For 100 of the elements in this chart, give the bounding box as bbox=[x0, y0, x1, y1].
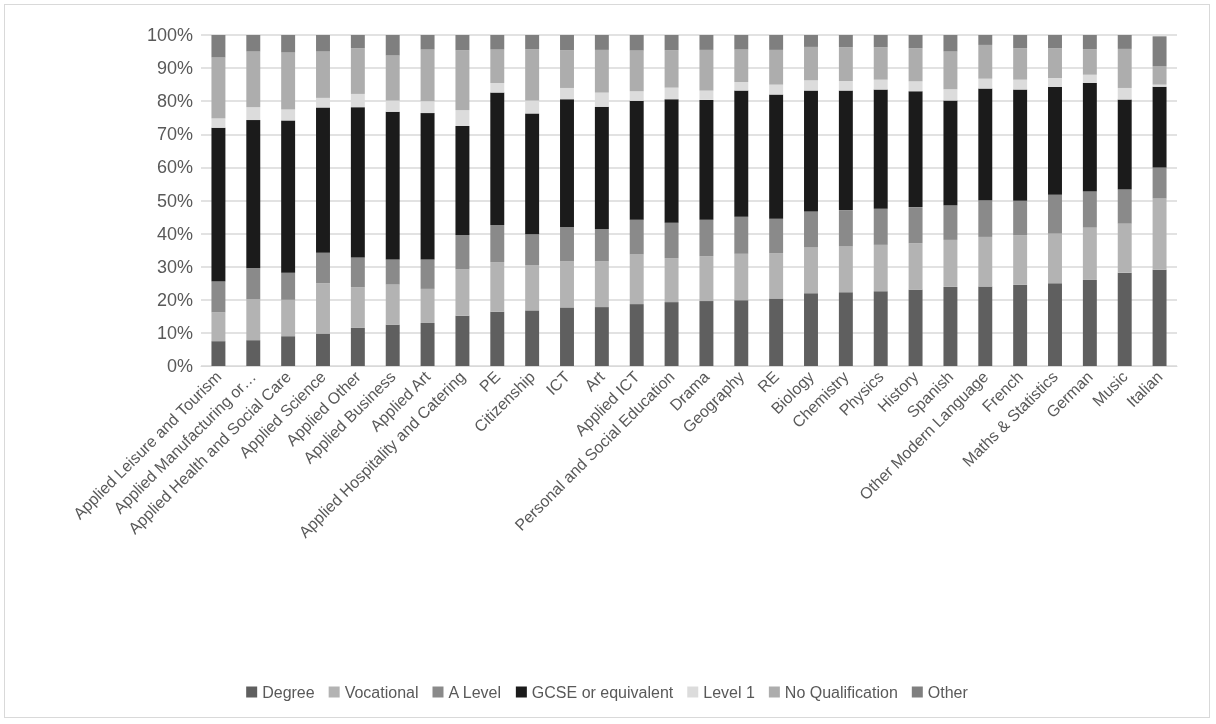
bar bbox=[281, 272, 296, 300]
bar bbox=[908, 48, 923, 82]
bar bbox=[769, 49, 784, 85]
bar bbox=[734, 216, 749, 254]
bar bbox=[525, 35, 540, 50]
bar bbox=[420, 35, 435, 50]
bar bbox=[873, 89, 888, 209]
bar bbox=[873, 244, 888, 292]
bar bbox=[1082, 82, 1097, 192]
bar bbox=[1082, 191, 1097, 228]
legend-label: Vocational bbox=[344, 683, 419, 701]
bar bbox=[1048, 283, 1062, 366]
bar bbox=[594, 35, 609, 50]
bar bbox=[1048, 233, 1062, 284]
bar bbox=[804, 80, 818, 91]
bar bbox=[455, 50, 470, 111]
bar bbox=[699, 49, 714, 91]
bar bbox=[1117, 223, 1132, 273]
bar bbox=[211, 35, 226, 58]
bar bbox=[629, 304, 644, 366]
bar bbox=[385, 35, 400, 56]
bar bbox=[804, 293, 818, 366]
bar bbox=[316, 35, 330, 52]
bar bbox=[490, 49, 505, 83]
bar bbox=[943, 239, 958, 287]
bar bbox=[211, 312, 226, 342]
bar bbox=[804, 46, 818, 81]
bar bbox=[246, 107, 261, 121]
bar bbox=[455, 110, 470, 127]
bar bbox=[804, 211, 818, 248]
legend-label: Degree bbox=[262, 683, 315, 701]
bar bbox=[769, 94, 784, 219]
bar bbox=[769, 298, 784, 366]
bar bbox=[908, 35, 923, 49]
bar bbox=[699, 90, 714, 100]
bar bbox=[211, 341, 226, 366]
bar bbox=[525, 310, 540, 366]
bar bbox=[943, 51, 958, 90]
bar bbox=[594, 49, 609, 93]
bar bbox=[281, 109, 296, 121]
bar bbox=[316, 107, 330, 253]
bar bbox=[908, 243, 923, 290]
bar bbox=[1082, 74, 1097, 83]
bar bbox=[943, 205, 958, 240]
bar bbox=[1048, 78, 1062, 87]
bar bbox=[560, 35, 574, 51]
bar bbox=[1117, 87, 1132, 100]
bar bbox=[1013, 35, 1028, 49]
bar bbox=[978, 78, 993, 89]
bar bbox=[594, 106, 609, 229]
bar bbox=[943, 286, 958, 366]
bar bbox=[281, 35, 296, 53]
bar bbox=[978, 35, 993, 45]
bar bbox=[978, 44, 993, 79]
bar bbox=[1082, 49, 1097, 75]
bar bbox=[420, 322, 435, 366]
y-tick-label: 60% bbox=[156, 157, 193, 178]
bar bbox=[420, 113, 435, 260]
bar bbox=[838, 81, 853, 91]
bar bbox=[629, 35, 644, 51]
bar bbox=[246, 340, 261, 366]
y-tick-label: 70% bbox=[156, 124, 193, 145]
bar bbox=[664, 258, 679, 303]
bar bbox=[978, 200, 993, 237]
bar bbox=[1013, 89, 1028, 201]
legend-label: Level 1 bbox=[703, 683, 755, 701]
bar bbox=[350, 257, 365, 288]
bar bbox=[908, 207, 923, 244]
bar bbox=[664, 35, 679, 51]
bar bbox=[594, 307, 609, 366]
bar bbox=[385, 55, 400, 101]
bar bbox=[560, 99, 574, 227]
bar bbox=[1013, 200, 1028, 236]
bar bbox=[525, 265, 540, 311]
bar bbox=[211, 127, 226, 282]
bar bbox=[1048, 35, 1062, 49]
bar bbox=[455, 315, 470, 366]
bar bbox=[664, 99, 679, 223]
bar bbox=[873, 35, 888, 48]
legend-label: Other bbox=[927, 683, 969, 701]
bar bbox=[1048, 194, 1062, 234]
bar bbox=[1048, 86, 1062, 195]
bar bbox=[211, 281, 226, 313]
bar bbox=[1152, 36, 1167, 67]
bar bbox=[699, 219, 714, 257]
y-tick-label: 80% bbox=[156, 91, 193, 112]
bar bbox=[943, 100, 958, 206]
y-tick-label: 90% bbox=[156, 58, 193, 79]
bar bbox=[769, 35, 784, 50]
bar bbox=[385, 324, 400, 366]
bar bbox=[873, 79, 888, 90]
bar bbox=[316, 333, 330, 366]
bar bbox=[838, 47, 853, 82]
bar bbox=[1117, 99, 1132, 190]
bar bbox=[455, 35, 470, 51]
bar bbox=[664, 222, 679, 259]
bar bbox=[246, 51, 261, 108]
bar bbox=[420, 259, 435, 289]
bar bbox=[734, 90, 749, 217]
bar bbox=[246, 299, 261, 341]
